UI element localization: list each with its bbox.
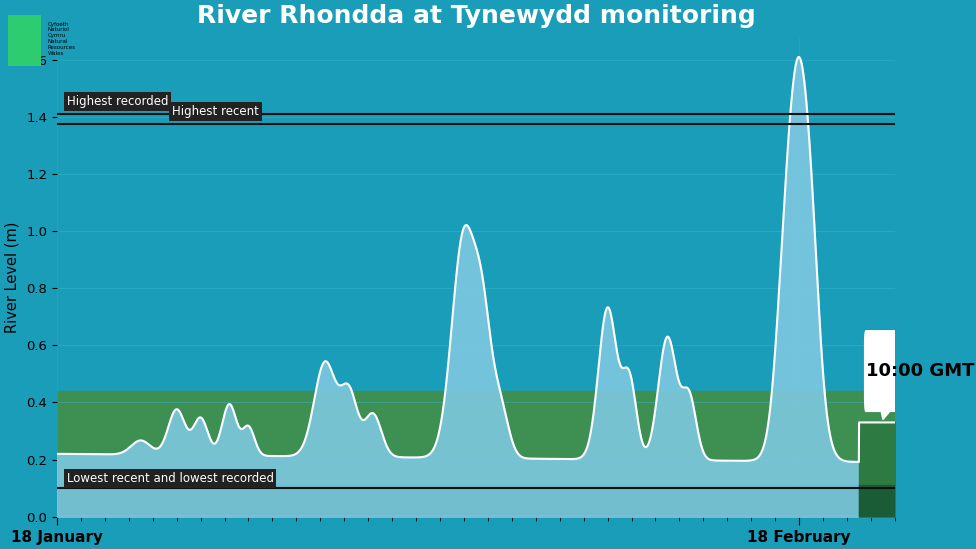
- Text: Cyfoeth
Naturiol
Cymru
Natural
Resources
Wales: Cyfoeth Naturiol Cymru Natural Resources…: [48, 21, 76, 55]
- Y-axis label: River Level (m): River Level (m): [4, 221, 20, 333]
- FancyBboxPatch shape: [8, 15, 41, 66]
- Bar: [57, 391, 895, 517]
- Text: Highest recent: Highest recent: [172, 105, 259, 118]
- Text: Highest recorded: Highest recorded: [66, 95, 168, 108]
- Bar: [859, 391, 895, 517]
- FancyBboxPatch shape: [865, 331, 975, 411]
- Text: Lowest recent and lowest recorded: Lowest recent and lowest recorded: [66, 472, 273, 485]
- Bar: [57, 485, 895, 517]
- Text: 10:00 GMT: 10:00 GMT: [866, 362, 974, 380]
- Bar: [859, 485, 895, 517]
- Polygon shape: [878, 397, 902, 419]
- Title: River Rhondda at Tynewydd monitoring: River Rhondda at Tynewydd monitoring: [196, 4, 755, 28]
